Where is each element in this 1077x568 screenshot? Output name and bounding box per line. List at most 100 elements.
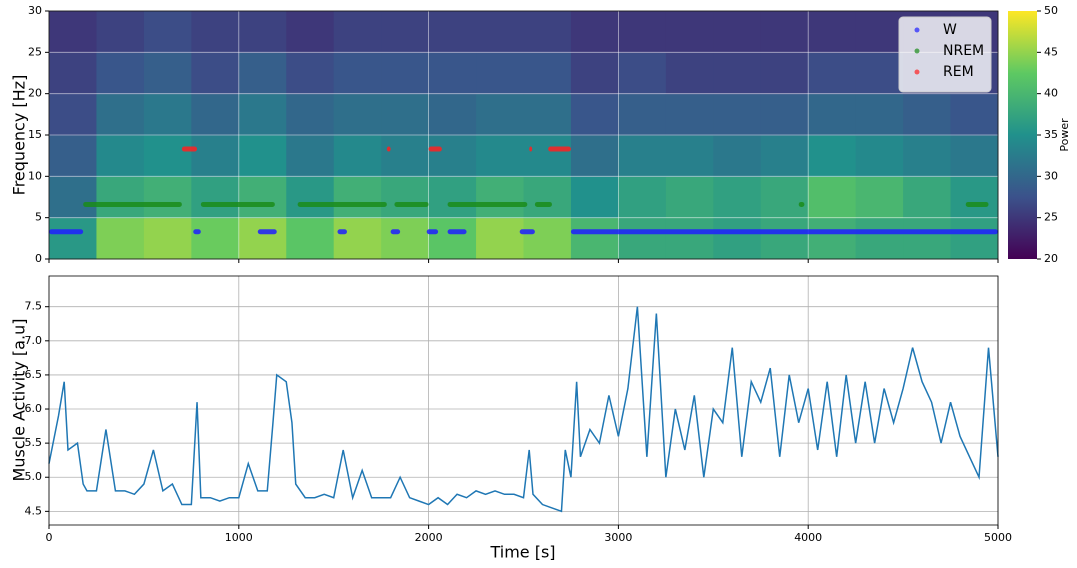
- heatmap-cell: [713, 135, 762, 177]
- heatmap-cell: [523, 135, 572, 177]
- colorbar-tick-label: 35: [1044, 128, 1058, 141]
- y-tick-label: 30: [28, 4, 42, 17]
- heatmap-cell: [855, 217, 904, 260]
- heatmap-cell: [618, 217, 667, 260]
- heatmap-cell: [808, 217, 857, 260]
- legend-label: REM: [943, 64, 974, 80]
- heatmap-cell: [950, 176, 999, 219]
- heatmap-cell: [950, 93, 999, 136]
- y-tick-label: 6.5: [25, 368, 43, 381]
- heatmap-cell: [760, 11, 809, 53]
- heatmap-cell: [713, 93, 762, 136]
- heatmap-cell: [618, 52, 667, 95]
- heatmap-cell: [333, 93, 382, 136]
- heatmap-cell: [855, 135, 904, 177]
- colorbar: [1008, 11, 1037, 259]
- heatmap-cell: [903, 217, 952, 260]
- state-marker: [570, 229, 998, 235]
- legend: [898, 16, 992, 93]
- state-marker: [181, 146, 198, 152]
- heatmap-cell: [428, 52, 477, 95]
- heatmap-cell: [49, 176, 97, 219]
- heatmap-cell: [96, 52, 145, 95]
- y-tick-label: 15: [28, 128, 42, 141]
- heatmap-cell: [286, 135, 335, 177]
- heatmap-cell: [143, 217, 192, 260]
- state-marker: [83, 201, 182, 207]
- heatmap-cell: [191, 52, 240, 95]
- heatmap-cell: [191, 93, 240, 136]
- heatmap-cell: [333, 217, 382, 260]
- heatmap-cell: [570, 93, 619, 136]
- state-marker: [386, 146, 391, 152]
- y-tick-label: 6.0: [25, 402, 43, 415]
- colorbar-label: Power: [1058, 118, 1071, 152]
- y-tick-label: 7.5: [25, 300, 43, 313]
- heatmap-cell: [238, 52, 287, 95]
- heatmap-cell: [808, 52, 857, 95]
- heatmap-cell: [286, 52, 335, 95]
- heatmap-cell: [286, 176, 335, 219]
- y-tick-label: 0: [35, 252, 42, 265]
- heatmap-cell: [381, 217, 430, 260]
- heatmap-cell: [665, 52, 714, 95]
- heatmap-cell: [903, 176, 952, 219]
- x-tick-label: 2000: [415, 531, 443, 544]
- y-tick-label: 10: [28, 169, 42, 182]
- heatmap-cell: [333, 52, 382, 95]
- heatmap-cell: [143, 135, 192, 177]
- heatmap-cell: [428, 93, 477, 136]
- heatmap-cell: [570, 52, 619, 95]
- heatmap-cell: [618, 135, 667, 177]
- x-tick-label: 0: [46, 531, 53, 544]
- heatmap-cell: [96, 217, 145, 260]
- heatmap-cell: [476, 52, 524, 95]
- state-marker: [447, 229, 467, 235]
- y-tick-label: 4.5: [25, 504, 43, 517]
- heatmap-cell: [523, 93, 572, 136]
- y-axis-label: Frequency [Hz]: [10, 75, 29, 196]
- heatmap-cell: [760, 93, 809, 136]
- heatmap-cell: [428, 217, 477, 260]
- heatmap-cell: [665, 135, 714, 177]
- heatmap-cell: [49, 11, 97, 53]
- heatmap-cell: [143, 176, 192, 219]
- axes-frame: [48, 275, 999, 526]
- y-tick-label: 20: [28, 87, 42, 100]
- heatmap-cell: [238, 217, 287, 260]
- heatmap-cell: [476, 217, 524, 260]
- state-marker: [394, 201, 429, 207]
- heatmap-cell: [143, 93, 192, 136]
- state-marker: [529, 146, 533, 152]
- heatmap-cell: [191, 176, 240, 219]
- heatmap-cell: [381, 11, 430, 53]
- heatmap-cell: [855, 52, 904, 95]
- heatmap-cell: [855, 11, 904, 53]
- heatmap-cell: [523, 52, 572, 95]
- plot-area: [49, 276, 998, 525]
- state-marker: [428, 146, 442, 152]
- heatmap-cell: [143, 11, 192, 53]
- state-marker: [798, 201, 805, 207]
- colorbar-tick-label: 25: [1044, 211, 1058, 224]
- state-marker: [534, 201, 552, 207]
- heatmap-cell: [523, 11, 572, 53]
- state-marker: [193, 229, 201, 235]
- heatmap-cell: [96, 176, 145, 219]
- heatmap-cell: [950, 217, 999, 260]
- heatmap-cell: [238, 135, 287, 177]
- colorbar-tick-label: 45: [1044, 45, 1058, 58]
- heatmap-cell: [428, 11, 477, 53]
- heatmap-cell: [381, 135, 430, 177]
- legend-label: W: [943, 22, 957, 38]
- heatmap-cell: [760, 135, 809, 177]
- heatmap-cell: [191, 217, 240, 260]
- colorbar-tick-label: 40: [1044, 87, 1058, 100]
- heatmap-cell: [903, 135, 952, 177]
- heatmap-cell: [286, 217, 335, 260]
- state-marker: [200, 201, 275, 207]
- heatmap-cell: [333, 135, 382, 177]
- heatmap-cell: [238, 11, 287, 53]
- legend-marker: [914, 69, 920, 75]
- y-tick-label: 5: [35, 211, 42, 224]
